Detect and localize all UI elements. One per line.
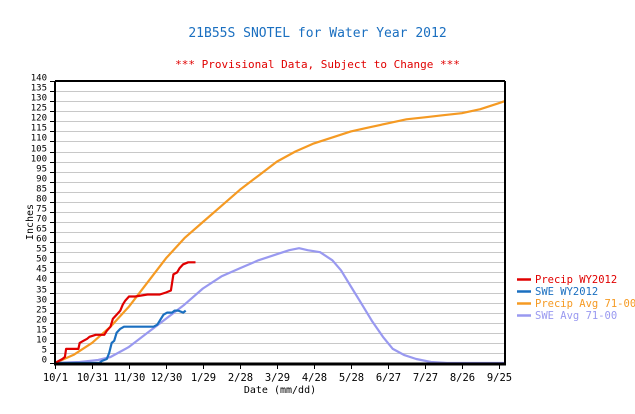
x-tick-label: 8/26 [450,372,475,384]
x-tick-label: 5/28 [339,372,364,384]
x-tick-label: 10/31 [77,372,109,384]
y-tick-label: 115 [31,124,47,134]
series-line-swe-avg-71-00 [54,247,505,365]
y-tick-label: 50 [36,255,47,265]
x-axis-label: Date (mm/dd) [244,385,316,396]
x-tick-label: 6/27 [376,372,401,384]
y-tick-label: 10 [36,336,47,346]
y-tick-label: 85 [36,185,47,195]
y-tick-label: 5 [42,346,47,356]
y-tick-label: 60 [36,235,47,245]
y-tick-label: 70 [36,215,47,225]
y-tick-label: 20 [36,316,47,326]
y-tick-label: 45 [36,265,47,275]
series-line-precip-avg-71-00 [54,100,506,365]
x-tick-label: 11/30 [114,372,146,384]
y-tick-label: 80 [36,195,47,205]
y-tick-label: 90 [36,175,47,185]
legend-label: Precip WY2012 [535,274,617,286]
y-axis-ticks: 0510152025303540455055606570758085909510… [31,74,55,366]
x-tick-label: 10/1 [43,372,68,384]
legend-label: Precip Avg 71-00 [535,298,635,310]
x-tick-label: 2/28 [228,372,253,384]
y-tick-label: 135 [31,84,47,94]
y-tick-label: 120 [31,114,47,124]
y-tick-label: 100 [31,155,47,165]
y-tick-label: 75 [36,205,47,215]
y-tick-label: 95 [36,165,47,175]
y-tick-label: 0 [42,356,47,366]
series-line-precip-wy2012 [54,261,196,364]
y-tick-label: 15 [36,326,47,336]
x-tick-label: 12/30 [151,372,183,384]
legend-label: SWE WY2012 [535,286,598,298]
x-tick-label: 3/29 [265,372,290,384]
y-tick-label: 140 [31,74,47,84]
x-tick-label: 4/28 [302,372,327,384]
y-tick-label: 110 [31,134,47,144]
y-axis-label: Inches [25,204,36,240]
x-tick-label: 7/27 [413,372,438,384]
series-lines [54,100,506,365]
y-tick-label: 25 [36,306,47,316]
chart-subtitle: *** Provisional Data, Subject to Change … [175,58,460,71]
x-axis-ticks: 10/1 10/31 11/30 12/30 1/29 2/28 3/29 4/28 5/28 6… [43,363,512,384]
x-tick-label: 9/25 [487,372,512,384]
y-tick-label: 130 [31,94,47,104]
y-tick-label: 125 [31,104,47,114]
y-tick-label: 55 [36,245,47,255]
y-tick-label: 30 [36,296,47,306]
x-tick-label: 1/29 [191,372,216,384]
legend-label: SWE Avg 71-00 [535,310,617,322]
chart-title: 21B55S SNOTEL for Water Year 2012 [188,26,447,41]
y-tick-label: 40 [36,275,47,285]
y-tick-label: 65 [36,225,47,235]
y-tick-label: 35 [36,286,47,296]
y-tick-label: 105 [31,145,47,155]
series-line-swe-wy2012 [55,309,187,365]
